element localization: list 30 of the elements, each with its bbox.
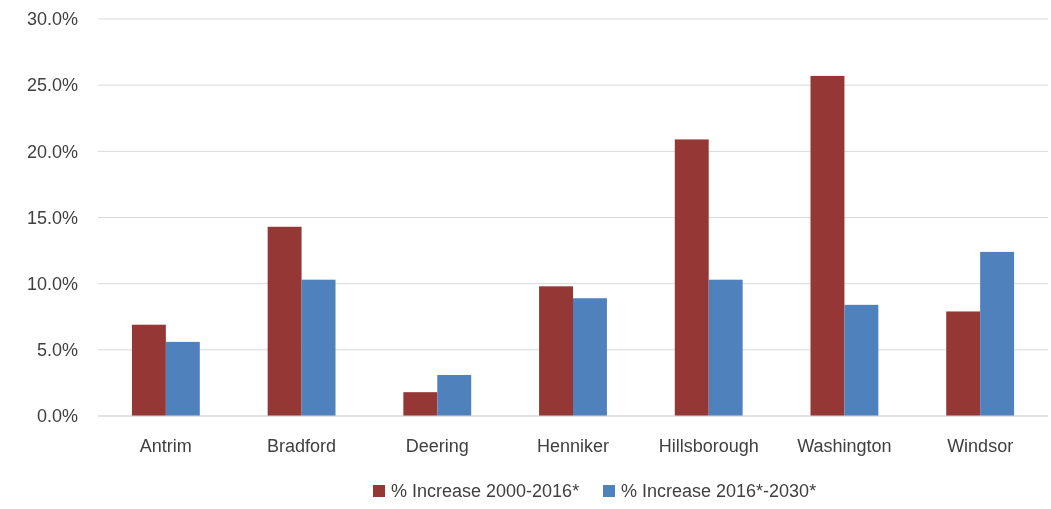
x-tick-label: Bradford: [267, 436, 337, 456]
x-tick-label: Washington: [797, 436, 892, 456]
bar: [301, 279, 336, 416]
bar: [810, 75, 845, 416]
bar: [844, 304, 879, 416]
y-tick-label: 0.0%: [36, 406, 78, 427]
y-tick-label: 5.0%: [36, 340, 78, 361]
y-tick-label: 25.0%: [26, 75, 78, 96]
y-tick-label: 20.0%: [26, 141, 78, 162]
y-tick-label: 15.0%: [26, 207, 78, 228]
bar: [131, 324, 166, 416]
bar: [539, 286, 573, 416]
x-tick-label: Windsor: [947, 436, 1014, 456]
x-tick-label: Deering: [405, 436, 469, 456]
bar: [437, 374, 472, 416]
bar: [573, 298, 607, 416]
x-tick-label: Antrim: [139, 436, 192, 456]
bar: [674, 139, 709, 416]
bar: [980, 251, 1015, 416]
legend-label: % Increase 2016*-2030*: [621, 481, 817, 501]
bar: [267, 226, 302, 416]
y-tick-label: 30.0%: [26, 9, 78, 30]
x-tick-label: Hillsborough: [658, 436, 759, 456]
bar: [708, 279, 743, 416]
bar: [403, 392, 438, 416]
y-tick-label: 10.0%: [26, 273, 78, 294]
x-tick-label: Henniker: [536, 436, 610, 456]
bar: [165, 341, 200, 416]
bar: [946, 311, 981, 416]
legend-label: % Increase 2000-2016*: [391, 481, 580, 501]
